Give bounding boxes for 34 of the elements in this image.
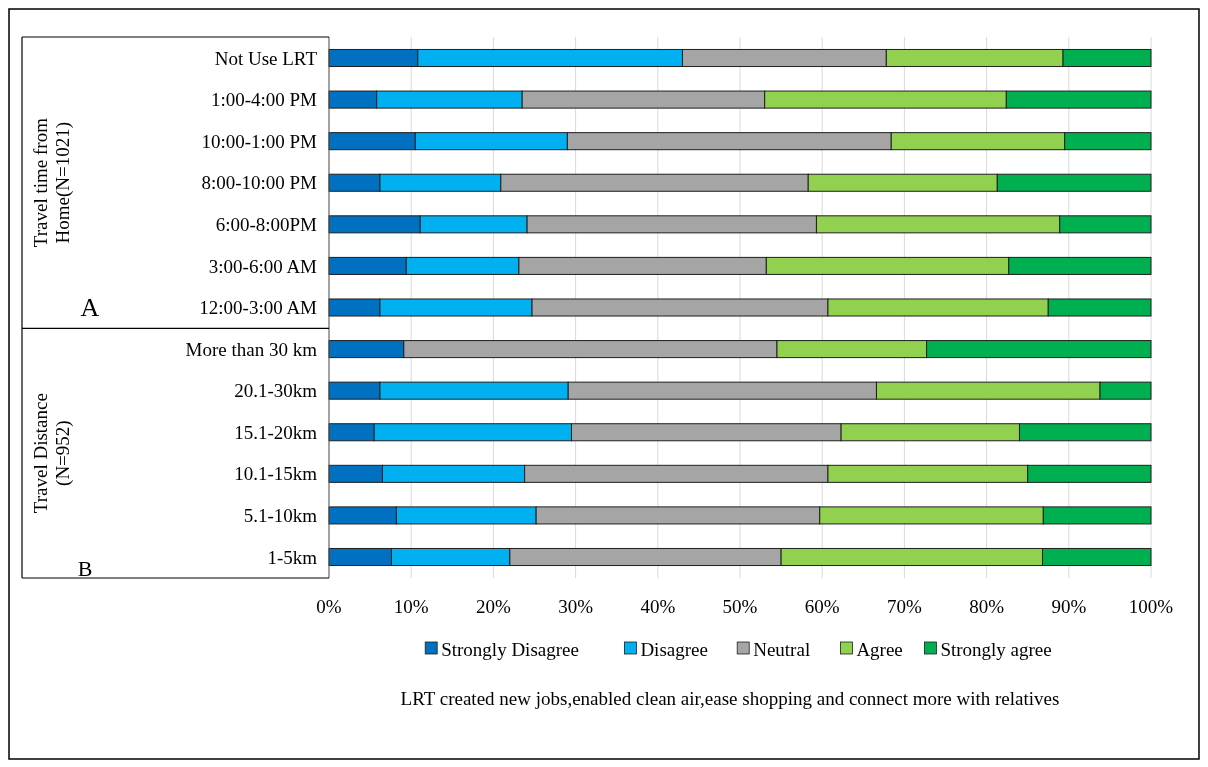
x-tick-label: 10% xyxy=(393,596,429,617)
legend-label: Neutral xyxy=(753,638,811,660)
x-tick-label: 90% xyxy=(1051,596,1087,617)
x-tick-label: 30% xyxy=(558,596,594,617)
x-tick-label: 100% xyxy=(1128,596,1174,617)
y-tick-label: 6:00-8:00PM xyxy=(215,213,318,235)
y-tick-label: 15.1-20km xyxy=(234,421,318,443)
x-tick-label: 40% xyxy=(640,596,676,617)
x-tick-label: 20% xyxy=(475,596,511,617)
text: B xyxy=(77,556,93,581)
y-tick-label: 1-5km xyxy=(267,546,318,568)
text: Travel Distance (N=952) xyxy=(30,393,74,514)
x-tick-label: 80% xyxy=(969,596,1005,617)
y-tick-label: 20.1-30km xyxy=(234,380,318,402)
x-tick-label: 50% xyxy=(722,596,758,617)
x-axis-title: LRT created new jobs,enabled clean air,ease shopping and connect more with relatives xyxy=(400,688,1060,709)
legend-label: Agree xyxy=(856,638,903,660)
y-tick-label: 3:00-6:00 AM xyxy=(208,255,318,277)
y-tick-label: 5.1-10km xyxy=(243,505,318,527)
y-tick-label: Not Use LRT xyxy=(214,47,318,69)
y-tick-label: 12:00-3:00 AM xyxy=(199,297,318,319)
legend-label: Disagree xyxy=(640,638,708,660)
text: A xyxy=(80,293,100,323)
y-tick-label: 8:00-10:00 PM xyxy=(201,172,318,194)
legend-label: Strongly agree xyxy=(940,638,1052,660)
text: Travel time from Home(N=1021) xyxy=(30,117,74,248)
y-tick-label: More than 30 km xyxy=(185,338,318,360)
x-tick-label: 0% xyxy=(316,596,342,617)
y-tick-label: 10.1-15km xyxy=(234,463,318,485)
x-tick-label: 60% xyxy=(804,596,840,617)
y-tick-label: 10:00-1:00 PM xyxy=(201,130,318,152)
x-tick-label: 70% xyxy=(886,596,922,617)
y-tick-label: 1:00-4:00 PM xyxy=(210,89,318,111)
legend-label: Strongly Disagree xyxy=(441,638,579,660)
